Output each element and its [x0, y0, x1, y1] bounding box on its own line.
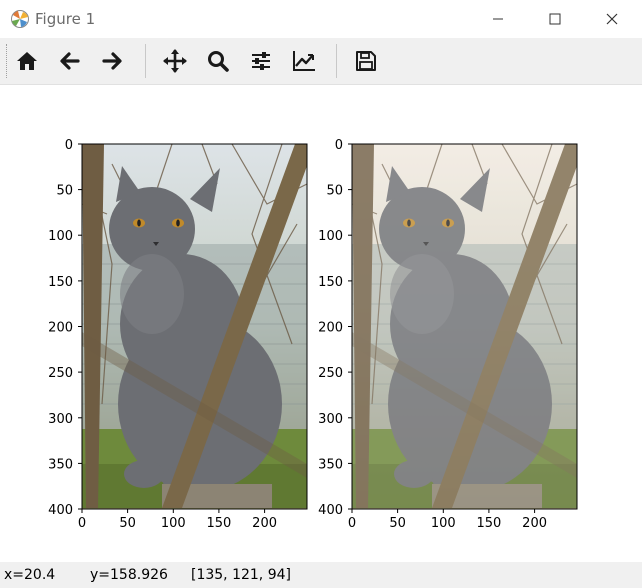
x-tick-label: 0	[78, 516, 86, 531]
move-icon	[162, 48, 188, 74]
y-tick-label: 0	[65, 138, 73, 153]
x-tick-label: 50	[119, 516, 136, 531]
toolbar-grip	[6, 44, 9, 78]
y-tick-label: 350	[48, 457, 73, 472]
arrow-right-icon	[100, 49, 124, 73]
y-tick-label: 250	[48, 366, 73, 381]
toolbar-separator	[336, 44, 337, 78]
home-button[interactable]	[11, 45, 43, 77]
x-tick-label: 0	[348, 516, 356, 531]
y-tick-label: 200	[318, 321, 343, 336]
y-tick-label: 100	[318, 229, 343, 244]
x-tick-label: 150	[206, 516, 231, 531]
y-tick-label: 100	[48, 229, 73, 244]
cursor-y-readout: y=158.926	[90, 567, 168, 583]
line-chart-icon	[291, 49, 317, 73]
subplots-button[interactable]	[245, 45, 277, 77]
minimize-button[interactable]	[475, 0, 521, 38]
zoom-button[interactable]	[202, 45, 234, 77]
y-tick-label: 400	[318, 503, 343, 518]
x-tick-label: 50	[389, 516, 406, 531]
minimize-icon	[492, 13, 504, 25]
edit-axis-button[interactable]	[288, 45, 320, 77]
x-tick-label: 100	[431, 516, 456, 531]
sliders-icon	[249, 49, 273, 73]
pan-button[interactable]	[159, 45, 191, 77]
matplotlib-logo-icon	[10, 9, 30, 29]
y-tick-label: 400	[48, 503, 73, 518]
close-icon	[606, 13, 618, 25]
y-tick-label: 50	[326, 184, 343, 199]
y-tick-label: 0	[335, 138, 343, 153]
window-title: Figure 1	[35, 10, 95, 28]
close-button[interactable]	[589, 0, 635, 38]
floppy-disk-icon	[355, 50, 377, 72]
x-tick-label: 200	[252, 516, 277, 531]
save-button[interactable]	[350, 45, 382, 77]
x-tick-label: 100	[161, 516, 186, 531]
x-tick-label: 200	[522, 516, 547, 531]
toolbar-separator	[145, 44, 146, 78]
figure-svg: 0 50 100 150 200 250 300 350 400 0 50 10…	[0, 85, 642, 562]
y-tick-label: 150	[48, 275, 73, 290]
maximize-icon	[549, 13, 561, 25]
y-tick-label: 300	[318, 412, 343, 427]
cursor-x-readout: x=20.4	[4, 567, 55, 583]
y-tick-label: 50	[56, 184, 73, 199]
magnifier-icon	[206, 49, 230, 73]
navigation-toolbar	[0, 38, 642, 85]
pixel-value-readout: [135, 121, 94]	[191, 567, 291, 583]
axes-1-image	[82, 144, 307, 509]
y-tick-label: 350	[318, 457, 343, 472]
axes-2-image	[352, 144, 577, 509]
title-bar: Figure 1	[0, 0, 642, 38]
home-icon	[15, 49, 39, 73]
x-tick-label: 150	[476, 516, 501, 531]
arrow-left-icon	[58, 49, 82, 73]
y-tick-label: 150	[318, 275, 343, 290]
figure-canvas[interactable]: 0 50 100 150 200 250 300 350 400 0 50 10…	[0, 85, 642, 562]
y-tick-label: 200	[48, 321, 73, 336]
forward-button[interactable]	[96, 45, 128, 77]
maximize-button[interactable]	[532, 0, 578, 38]
status-bar: x=20.4 y=158.926 [135, 121, 94]	[0, 562, 642, 588]
y-tick-label: 250	[318, 366, 343, 381]
y-tick-label: 300	[48, 412, 73, 427]
back-button[interactable]	[54, 45, 86, 77]
